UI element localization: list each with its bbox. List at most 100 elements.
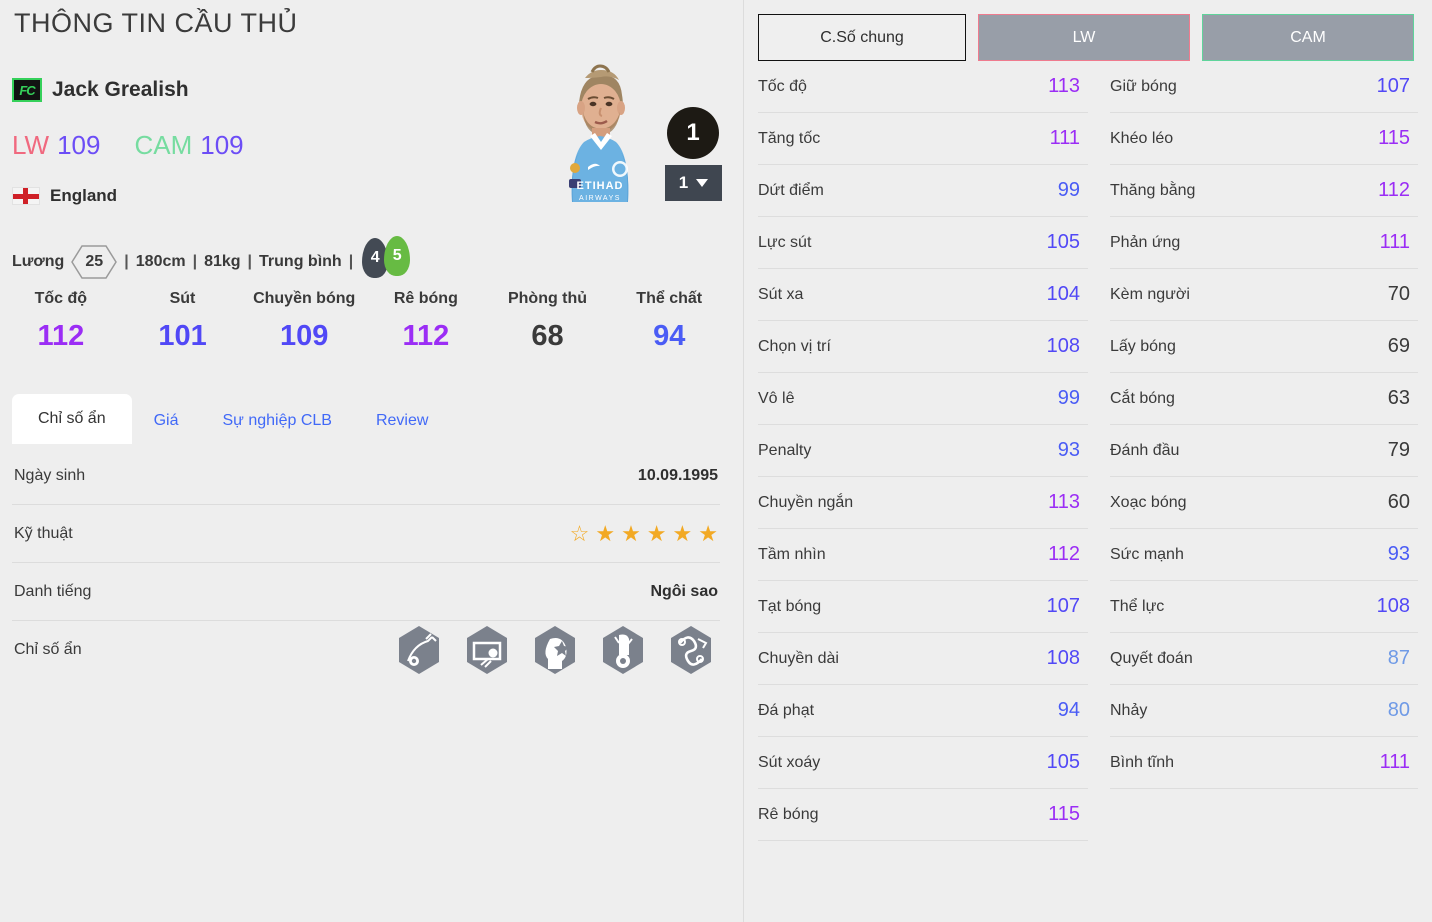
player-body-type: Trung bình [259,253,342,270]
attribute-label: Xoạc bóng [1110,493,1187,511]
tab-2[interactable]: Sự nghiệp CLB [222,412,332,429]
attribute-row: Chọn vị trí 108 [758,321,1088,373]
trait-icon-list [392,623,718,677]
attribute-label: Sút xoáy [758,753,821,771]
detail-row-reputation: Danh tiếng Ngôi sao [12,563,720,621]
attribute-row: Khéo léo 115 [1110,113,1418,165]
attribute-label: Sức mạnh [1110,545,1184,563]
attribute-label: Vô lê [758,389,795,407]
summary-stat-label: Tốc độ [34,290,88,307]
attribute-value: 107 [1046,595,1080,617]
flair-icon [528,623,582,677]
attribute-value: 108 [1376,595,1410,617]
attribute-label: Chọn vị trí [758,337,831,355]
attribute-label: Khéo léo [1110,129,1174,147]
attribute-row: Quyết đoán 87 [1110,633,1418,685]
tab-1[interactable]: Giá [153,412,179,429]
birthday-value: 10.09.1995 [637,466,718,484]
salary-hex-badge: 25 [71,244,118,280]
left-tab-bar[interactable]: Chỉ số ẩn Giá Sự nghiệp CLB Review [12,394,450,444]
svg-text:ETIHAD: ETIHAD [577,180,624,192]
skill-star-rating: ☆ ★ ★ ★ ★ ★ [569,520,718,546]
attribute-row: Penalty 93 [758,425,1088,477]
attribute-row: Xoạc bóng 60 [1110,477,1418,529]
star-empty-icon: ☆ [569,520,590,546]
attribute-value: 112 [1048,543,1080,565]
attribute-value: 94 [1057,699,1080,721]
summary-stat-value: 68 [531,320,564,352]
england-flag-icon [12,187,40,205]
summary-stat: Chuyền bóng 109 [243,290,365,353]
traits-label: Chỉ số ẩn [14,641,82,658]
attribute-label: Penalty [758,441,812,459]
player-level-value: 1 [678,173,689,192]
attribute-value: 99 [1057,179,1080,201]
attribute-row: Chuyền dài 108 [758,633,1088,685]
attribute-label: Phản ứng [1110,233,1181,251]
attribute-row: Tầm nhìn 112 [758,529,1088,581]
attribute-row: Giữ bóng 107 [1110,61,1418,113]
attribute-label: Cắt bóng [1110,389,1175,407]
skill-moves-badge: 5 [384,236,411,276]
player-positions: LW 109 CAM 109 [12,130,244,161]
summary-stat: Phòng thủ 68 [487,290,609,353]
attribute-value: 70 [1387,283,1410,305]
attribute-column-right: Giữ bóng 107 Khéo léo 115 Thăng bằng 112 Phản … [1088,61,1418,841]
attribute-value: 105 [1046,751,1080,773]
position-tab-lw[interactable]: LW [978,14,1190,61]
summary-stat-value: 112 [402,320,450,352]
attribute-label: Tăng tốc [758,129,821,147]
attribute-row: Lấy bóng 69 [1110,321,1418,373]
attribute-row: Tốc độ 113 [758,61,1088,113]
hidden-stats-panel: Ngày sinh 10.09.1995 Kỹ thuật ☆ ★ ★ ★ ★ ★ Dan… [12,447,720,679]
attribute-row: Kèm người 70 [1110,269,1418,321]
player-level-select[interactable]: 1 [665,165,722,201]
player-rank-badge: 1 [667,107,719,159]
chevron-down-icon [696,179,709,187]
detail-row-traits: Chỉ số ẩn [12,621,720,679]
reputation-label: Danh tiếng [14,582,92,600]
tab-0[interactable]: Chỉ số ẩn [12,394,132,444]
summary-stat: Thể chất 94 [608,290,730,353]
summary-stat: Tốc độ 112 [0,290,122,353]
attribute-value: 80 [1387,699,1410,721]
weak-foot-badge: 4 [362,238,389,278]
attribute-value: 112 [1378,179,1410,201]
attribute-label: Đá phạt [758,701,815,719]
tab-3[interactable]: Review [375,412,429,429]
attribute-row: Sức mạnh 93 [1110,529,1418,581]
attribute-label: Đánh đầu [1110,441,1180,459]
long-throw-icon [596,623,650,677]
attribute-row: Thăng bằng 112 [1110,165,1418,217]
page-title: THÔNG TIN CẦU THỦ [14,8,298,38]
attribute-value: 99 [1057,387,1080,409]
attribute-value: 87 [1387,647,1410,669]
meta-separator-3: | [247,253,253,270]
position-tab-bar[interactable]: C.Số chung LW CAM [744,0,1432,61]
summary-stat-value: 112 [37,320,85,352]
attribute-value: 105 [1046,231,1080,253]
detail-row-birthday: Ngày sinh 10.09.1995 [12,447,720,505]
attribute-value: 108 [1046,647,1080,669]
player-height: 180cm [135,253,186,270]
salary-label: Lương [12,253,65,270]
attribute-label: Tốc độ [758,77,807,95]
attribute-value: 107 [1376,75,1410,97]
attribute-row: Bình tĩnh 111 [1110,737,1418,789]
attribute-label: Thể lực [1110,597,1165,615]
position-tab-cam[interactable]: CAM [1202,14,1414,61]
player-name-row: FC Jack Grealish [12,78,189,102]
attribute-value: 63 [1387,387,1410,409]
attribute-row: Cắt bóng 63 [1110,373,1418,425]
attribute-value: 104 [1046,283,1080,305]
attribute-label: Chuyền dài [758,649,839,667]
attribute-row: Nhảy 80 [1110,685,1418,737]
player-nation: England [12,186,117,206]
attribute-row: Phản ứng 111 [1110,217,1418,269]
attribute-label: Bình tĩnh [1110,753,1175,771]
foot-badges: 4 5 [362,236,411,282]
attribute-label: Thăng bằng [1110,181,1196,199]
position-tab-c-s-chung[interactable]: C.Số chung [758,14,966,61]
summary-stats-row: Tốc độ 112 Sút 101 Chuyền bóng 109 Rê bóng 112 P… [0,290,730,353]
attribute-label: Chuyền ngắn [758,493,854,511]
